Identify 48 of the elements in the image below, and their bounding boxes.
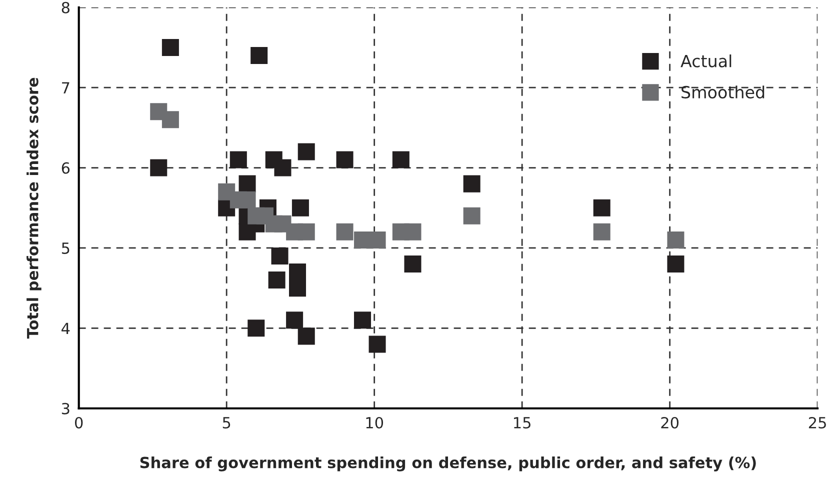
point <box>150 159 168 176</box>
x-tick-label: 25 <box>808 416 826 429</box>
point <box>238 175 256 192</box>
y-tick-label: 7 <box>62 82 70 94</box>
legend-label: Smoothed <box>682 86 764 98</box>
point <box>463 207 480 224</box>
point <box>248 320 265 337</box>
point <box>286 312 304 329</box>
x-tick-label: 10 <box>366 416 384 429</box>
y-tick-label: 8 <box>62 2 70 14</box>
point <box>289 280 306 297</box>
point <box>667 231 684 248</box>
legend-label: Actual <box>680 54 732 68</box>
point <box>392 151 410 168</box>
x-tick-label: 15 <box>514 417 530 429</box>
y-axis-title: Total performance index score <box>26 78 42 339</box>
y-tick-label: 6 <box>62 162 70 174</box>
point <box>292 199 309 216</box>
x-tick-label: 5 <box>222 417 230 429</box>
y-tick-label: 4 <box>62 322 70 334</box>
point <box>368 336 386 353</box>
point <box>593 223 610 240</box>
y-tick-label: 3 <box>62 402 70 414</box>
x-tick-label: 0 <box>74 416 83 429</box>
point <box>404 256 422 273</box>
point <box>162 38 179 56</box>
point <box>298 328 315 345</box>
point <box>298 223 315 240</box>
point <box>354 312 372 329</box>
point <box>336 151 354 168</box>
y-tick-label: 5 <box>62 242 70 254</box>
x-axis-title: Share of government spending on defense, public order, and safety (%) <box>140 456 756 472</box>
point <box>238 191 256 208</box>
point <box>463 175 480 192</box>
point <box>289 264 306 281</box>
point <box>404 223 422 240</box>
point <box>298 143 315 160</box>
point <box>238 223 256 240</box>
point <box>230 151 247 168</box>
point <box>593 199 610 216</box>
point <box>162 111 179 128</box>
point <box>268 272 286 289</box>
x-tick-label: 20 <box>661 416 679 429</box>
point <box>336 223 354 240</box>
point <box>271 247 288 264</box>
point <box>250 46 268 64</box>
point <box>274 159 292 176</box>
point <box>667 256 684 273</box>
